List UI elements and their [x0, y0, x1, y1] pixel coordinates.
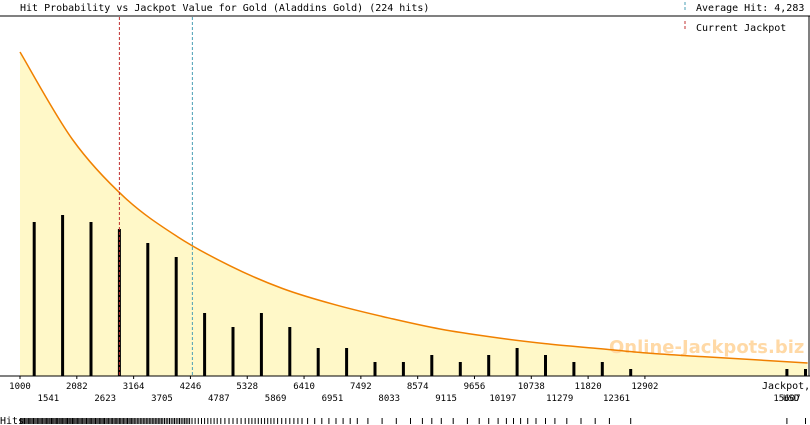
bar [203, 313, 207, 376]
tick-label: 12361 [603, 394, 630, 404]
bar [629, 369, 633, 376]
bar [458, 362, 462, 376]
tick-label: 4787 [208, 394, 230, 404]
hits-rug [20, 418, 806, 424]
tick-label: 6951 [322, 394, 344, 404]
bar [288, 327, 292, 376]
tick-label: 3164 [123, 382, 145, 392]
tick-label: 2082 [66, 382, 88, 392]
tick-label: 5869 [265, 394, 287, 404]
chart-title: Hit Probability vs Jackpot Value for Gol… [20, 3, 429, 14]
tick-label: 1000 [9, 382, 31, 392]
bar [804, 369, 807, 376]
bar [146, 243, 150, 376]
x-axis-ticks: 1000 2082 3164 4246 5328 6410 7492 8574 9656 1073… [9, 376, 800, 404]
tick-label: 8574 [407, 382, 429, 392]
bar [401, 362, 405, 376]
bar [345, 348, 349, 376]
plot-frame [0, 15, 810, 376]
bar [600, 362, 604, 376]
bar [544, 355, 547, 376]
probability-area [20, 52, 808, 376]
bar [89, 222, 93, 376]
bar [515, 348, 519, 376]
bar [373, 362, 377, 376]
bar [259, 313, 263, 376]
tick-label: 9115 [435, 394, 457, 404]
tick-label: 15607 [773, 394, 800, 404]
legend: Average Hit: 4,283 Current Jackpot [684, 2, 804, 34]
bar [430, 355, 434, 376]
tick-label: 8033 [378, 394, 400, 404]
x-axis-label: Jackpot, [762, 381, 810, 392]
bar [32, 222, 36, 376]
tick-label: 5328 [236, 382, 258, 392]
tick-label: 11820 [575, 382, 602, 392]
tick-label: 6410 [293, 382, 315, 392]
probability-curve [19, 51, 808, 364]
bar [61, 215, 65, 376]
hits-label: Hits [0, 416, 24, 425]
tick-label: 7492 [350, 382, 372, 392]
bar [316, 348, 320, 376]
tick-label: 12902 [631, 382, 658, 392]
legend-current-label: Current Jackpot [696, 23, 786, 34]
tick-label: 11279 [546, 394, 573, 404]
tick-label: 1541 [38, 394, 60, 404]
legend-average-label: Average Hit: 4,283 [696, 3, 804, 14]
bar [785, 369, 789, 376]
tick-label: 3705 [151, 394, 173, 404]
bar [174, 257, 178, 376]
tick-label: 10738 [518, 382, 545, 392]
bar [231, 327, 235, 376]
bar [487, 355, 491, 376]
bar [572, 362, 576, 376]
watermark: Online-Jackpots.biz [609, 337, 804, 358]
tick-label: 10197 [489, 394, 516, 404]
tick-label: 9656 [464, 382, 486, 392]
tick-label: 2623 [94, 394, 116, 404]
x-axis-unit: USD [783, 394, 799, 404]
tick-label: 4246 [180, 382, 202, 392]
